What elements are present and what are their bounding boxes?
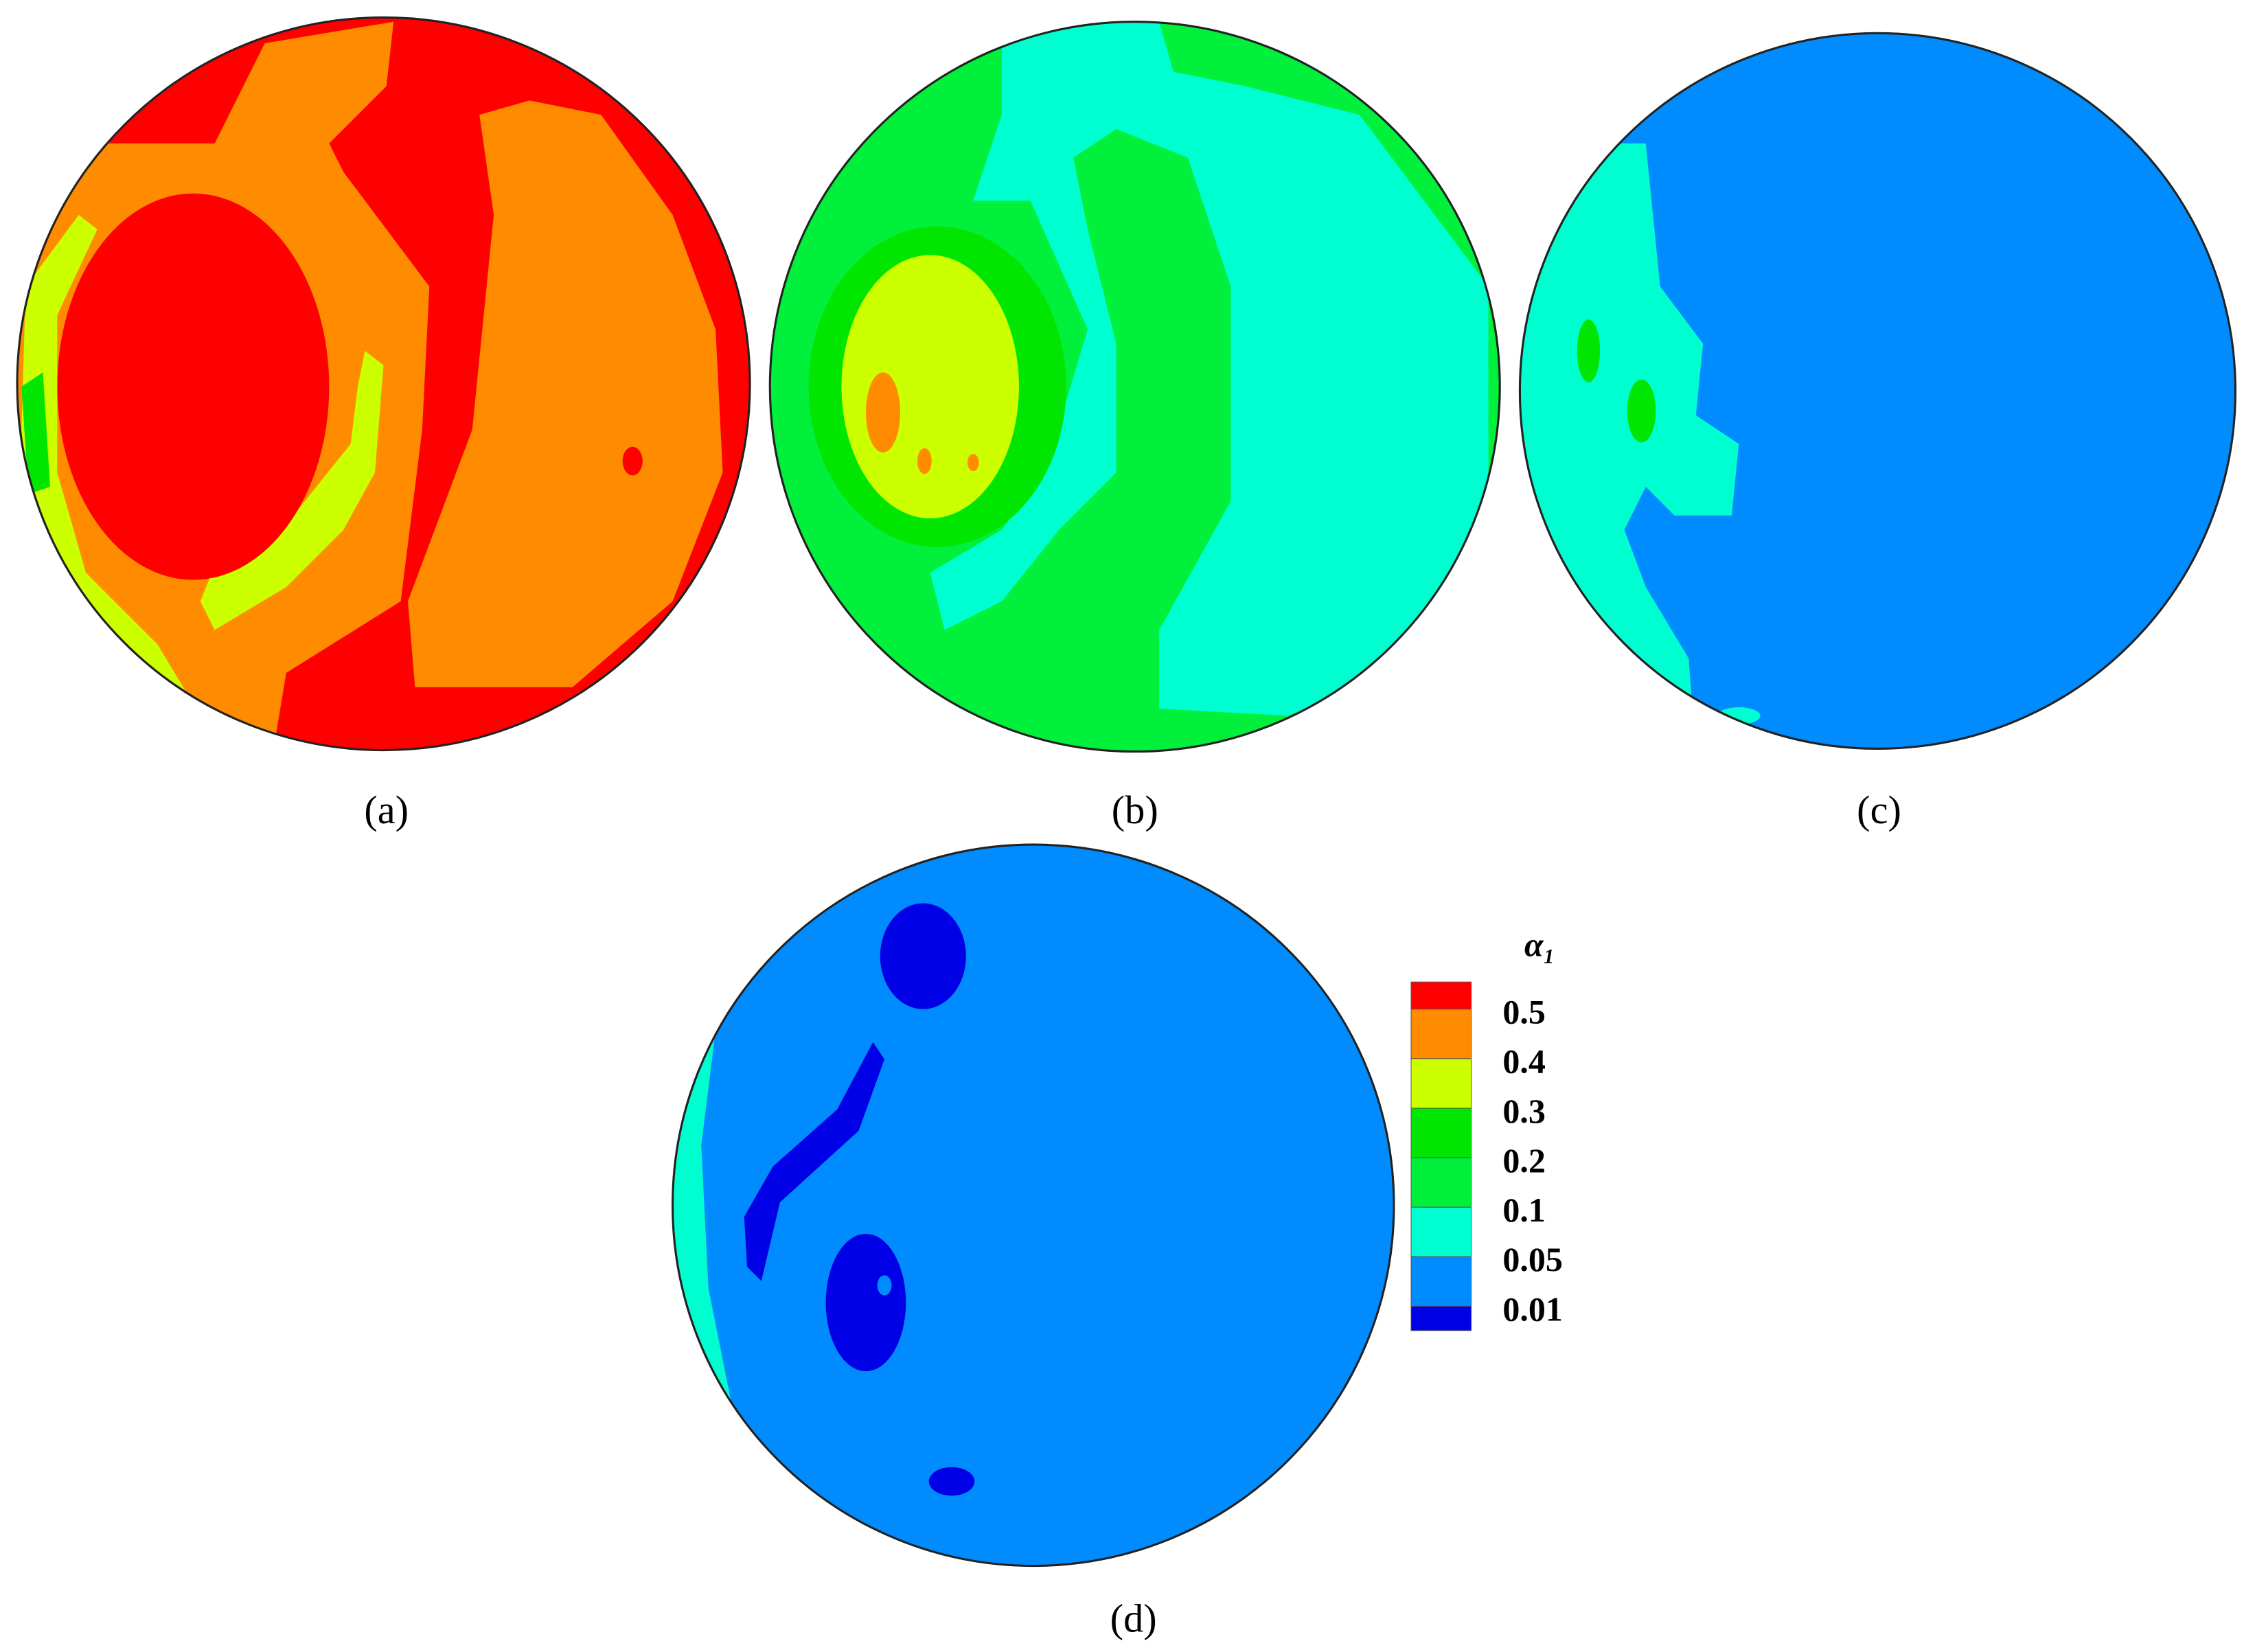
- legend-level: 0.5: [1502, 993, 1546, 1031]
- legend-swatch: [1410, 1058, 1472, 1109]
- panel-outline: [768, 21, 1501, 753]
- legend-level: 0.1: [1502, 1191, 1546, 1229]
- legend-level: 0.4: [1502, 1042, 1546, 1081]
- legend-swatch: [1410, 981, 1472, 1010]
- panel-label: (b): [1112, 788, 1158, 832]
- panel-outline: [16, 16, 751, 752]
- contour-d: [672, 845, 1394, 1566]
- panel-label: (a): [364, 788, 409, 832]
- legend-swatch: [1410, 1009, 1472, 1059]
- legend-level: 0.3: [1502, 1092, 1546, 1130]
- panel-label: (d): [1110, 1596, 1157, 1640]
- legend-title: α₁: [1524, 926, 1555, 964]
- contour-a: [17, 17, 751, 750]
- legend-level: 0.01: [1502, 1289, 1563, 1328]
- legend-swatch: [1410, 1157, 1472, 1208]
- legend-swatch: [1410, 1256, 1472, 1307]
- panel-label: (c): [1857, 788, 1901, 832]
- contour-c: [1520, 33, 2236, 749]
- contour-b: [770, 21, 1500, 752]
- legend-swatch: [1410, 1206, 1472, 1257]
- legend-swatch: [1410, 1108, 1472, 1158]
- legend-level: 0.05: [1502, 1240, 1563, 1278]
- panel-outline: [1518, 32, 2237, 750]
- legend-swatch: [1410, 1305, 1472, 1331]
- legend-level: 0.2: [1502, 1141, 1546, 1180]
- panel-outline: [672, 843, 1395, 1568]
